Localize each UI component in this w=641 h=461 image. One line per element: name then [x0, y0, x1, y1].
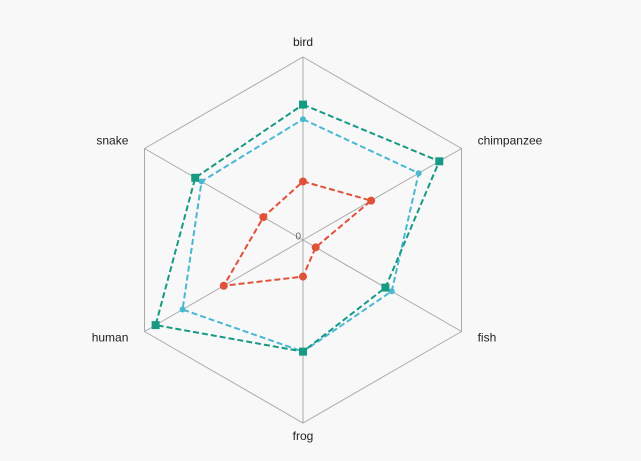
spoke — [144, 148, 304, 241]
point — [381, 283, 390, 292]
point — [300, 116, 306, 123]
point — [299, 177, 307, 186]
r-tick-label: 0 — [295, 232, 301, 243]
axis-label: frog — [293, 429, 314, 443]
axis-label: bird — [293, 35, 313, 49]
point — [367, 196, 376, 205]
axis-label: human — [92, 331, 129, 345]
point — [198, 178, 205, 185]
point — [299, 272, 307, 281]
point — [219, 281, 228, 290]
point — [435, 157, 444, 166]
point — [299, 100, 307, 109]
point — [191, 173, 200, 182]
point — [151, 321, 160, 330]
point — [311, 243, 320, 252]
axis-label: fish — [478, 331, 497, 345]
spoke — [302, 148, 462, 241]
point — [415, 170, 422, 177]
point — [179, 306, 186, 313]
axis-label: snake — [96, 134, 128, 148]
point — [299, 347, 307, 356]
point — [388, 288, 395, 295]
axis-label: chimpanzee — [478, 134, 543, 148]
series-line — [154, 103, 441, 353]
point — [259, 213, 268, 222]
